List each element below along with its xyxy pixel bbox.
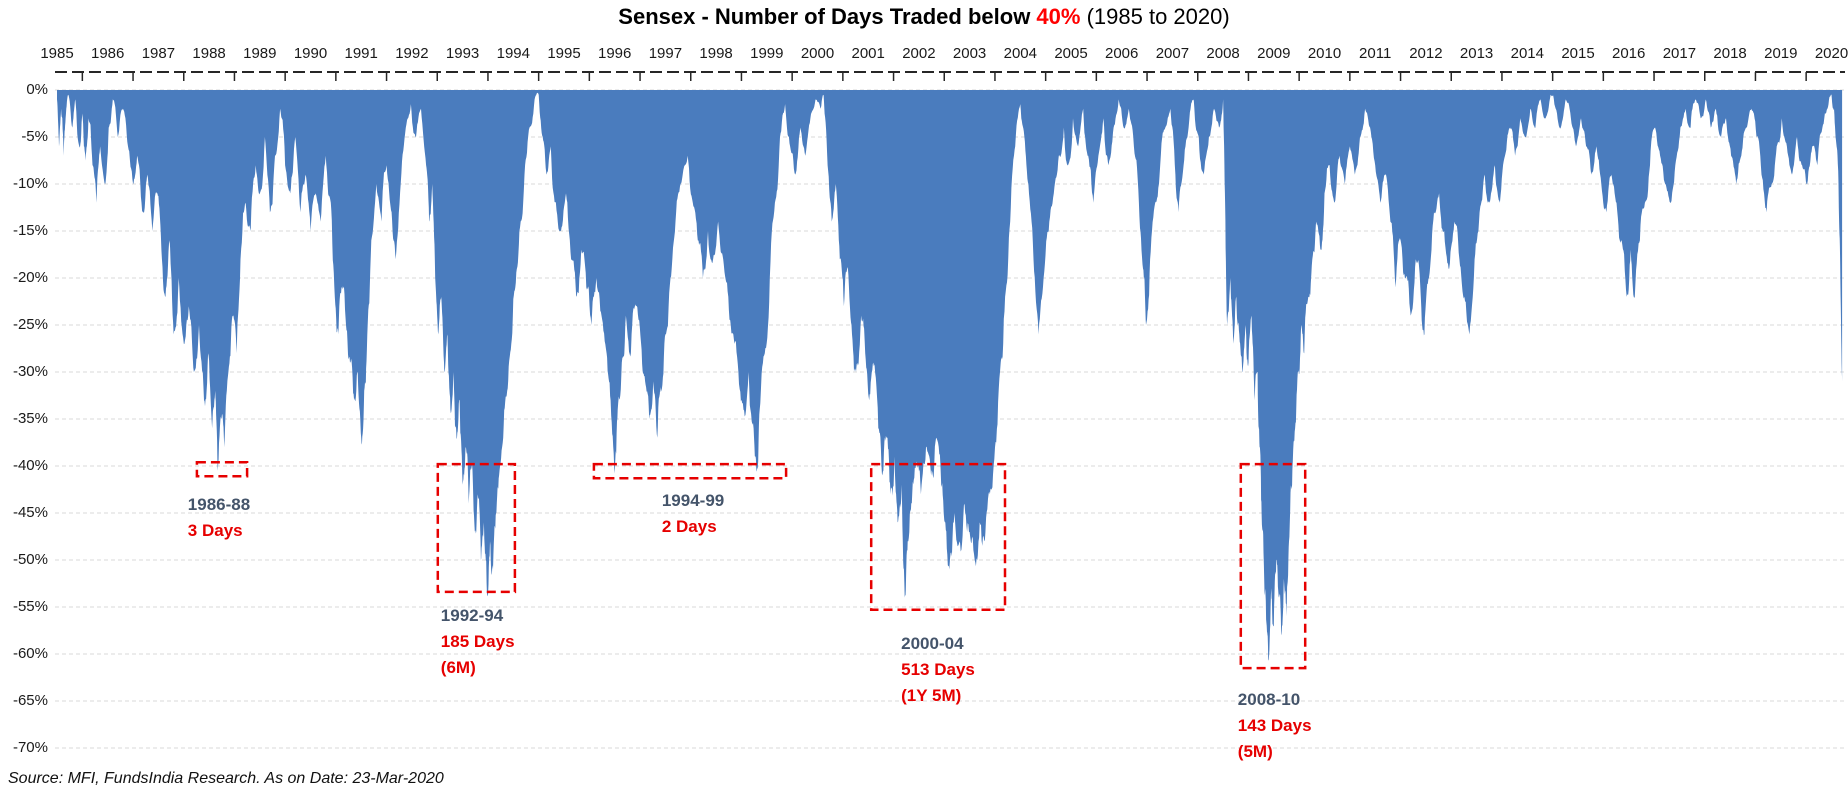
x-axis-label: 2020 (1814, 45, 1848, 62)
x-axis-label: 2001 (851, 45, 885, 62)
y-axis-label: -10% (12, 175, 48, 192)
x-axis-label: 2019 (1764, 45, 1798, 62)
annotation-days: 185 Days (440, 632, 515, 652)
annotation-days: 143 Days (1237, 715, 1312, 735)
y-axis-label: 0% (26, 81, 48, 98)
x-axis-label: 1989 (243, 45, 277, 62)
x-axis-label: 1990 (293, 45, 328, 62)
y-axis-label: -20% (12, 269, 48, 286)
x-axis-label: 1999 (750, 45, 784, 62)
x-axis-label: 2009 (1257, 45, 1291, 62)
x-axis-label: 2015 (1561, 45, 1595, 62)
x-axis-label: 2012 (1409, 45, 1443, 62)
annotation-days: 3 Days (187, 521, 243, 541)
x-axis-label: 2016 (1612, 45, 1646, 62)
x-axis-label: 2007 (1155, 45, 1190, 62)
annotation-days: (6M) (440, 658, 476, 678)
annotation-period: 2008-10 (1237, 689, 1301, 709)
x-axis-label: 2010 (1307, 45, 1342, 62)
annotation-label: 1986-88 3 Days (188, 492, 250, 544)
x-axis-label: 1988 (192, 45, 226, 62)
title-highlight: 40% (1036, 4, 1081, 29)
annotation-label: 2008-10 143 Days (5M) (1238, 687, 1312, 765)
x-axis-label: 1994 (496, 45, 530, 62)
x-axis-label: 2005 (1054, 45, 1088, 62)
annotation-period: 1986-88 (187, 495, 251, 515)
y-axis-label: -55% (12, 598, 48, 615)
x-axis-label: 1996 (598, 45, 632, 62)
y-axis-label: -50% (12, 551, 48, 568)
annotation-days: (1Y 5M) (901, 686, 962, 706)
y-axis-label: -30% (12, 363, 48, 380)
x-axis-label: 1991 (344, 45, 378, 62)
x-axis-label: 1986 (91, 45, 125, 62)
annotation-box (436, 462, 517, 594)
x-axis-label: 1998 (699, 45, 733, 62)
x-axis-label: 2006 (1105, 45, 1139, 62)
y-axis-label: -25% (12, 316, 48, 333)
chart-title: Sensex - Number of Days Traded below 40%… (0, 4, 1848, 30)
source-note: Source: MFI, FundsIndia Research. As on … (8, 770, 444, 787)
annotation-days: (5M) (1237, 741, 1273, 761)
y-axis-label: -35% (12, 410, 48, 427)
annotation-days: 513 Days (901, 660, 975, 680)
annotation-box (592, 462, 788, 480)
x-axis-label: 2000 (800, 45, 835, 62)
annotation-period: 1994-99 (661, 490, 725, 510)
y-axis-label: -15% (12, 222, 48, 239)
annotation-label: 1992-94 185 Days (6M) (441, 603, 515, 681)
annotation-box (1239, 462, 1307, 670)
x-axis-label: 2004 (1003, 45, 1037, 62)
chart-title-suffix: (1985 to 2020) (1080, 4, 1230, 29)
annotation-period: 1992-94 (440, 606, 504, 626)
x-axis-label: 2018 (1713, 45, 1747, 62)
x-axis-label: 2002 (902, 45, 936, 62)
annotation-period: 2000-04 (901, 634, 964, 654)
y-axis-label: -5% (21, 128, 48, 145)
annotation-label: 2000-04 513 Days (1Y 5M) (901, 631, 975, 709)
y-axis-label: -40% (12, 457, 48, 474)
annotation-days: 2 Days (661, 516, 717, 536)
y-axis-label: -45% (12, 504, 48, 521)
x-axis-label: 1993 (445, 45, 480, 62)
y-axis-label: -70% (12, 739, 48, 756)
x-axis-label: 1992 (395, 45, 429, 62)
y-axis-label: -60% (12, 645, 48, 662)
x-axis-label: 2013 (1459, 45, 1494, 62)
x-axis-label: 1985 (40, 45, 74, 62)
annotation-label: 1994-99 2 Days (662, 488, 724, 540)
x-axis-label: 1995 (547, 45, 581, 62)
x-axis-label: 2003 (952, 45, 987, 62)
x-axis-label: 2008 (1206, 45, 1240, 62)
area-series (57, 90, 1843, 661)
x-axis-label: 2014 (1510, 45, 1544, 62)
annotation-box (195, 460, 249, 478)
x-axis-label: 1987 (141, 45, 176, 62)
chart-title-text: Sensex - Number of Days Traded below (618, 4, 1037, 29)
x-axis-label: 2011 (1359, 45, 1392, 62)
y-axis-label: -65% (12, 692, 48, 709)
x-axis-label: 1997 (648, 45, 683, 62)
x-axis-label: 2017 (1662, 45, 1697, 62)
